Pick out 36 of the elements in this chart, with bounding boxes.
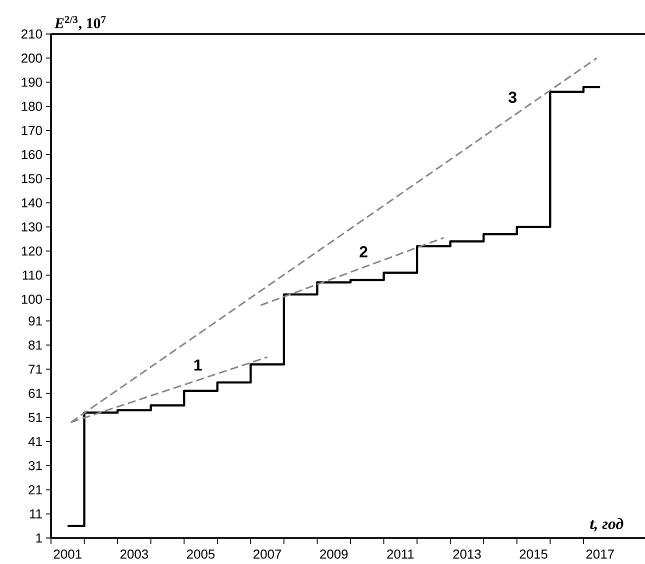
y-tick-label: 11 bbox=[30, 509, 42, 518]
x-tick-label: 2003 bbox=[120, 550, 148, 559]
y-tick-label: 140 bbox=[22, 198, 42, 208]
y-tick-label: 130 bbox=[22, 222, 42, 232]
y-tick-label: 100 bbox=[22, 294, 42, 304]
y-tick-label: 120 bbox=[22, 246, 42, 256]
y-tick-label: 110 bbox=[22, 270, 42, 280]
y-tick-label: 21 bbox=[28, 485, 42, 494]
y-tick-label: 61 bbox=[28, 388, 42, 398]
y-tick-label: 190 bbox=[22, 78, 42, 87]
y-tick-label: 170 bbox=[22, 126, 42, 136]
series-label: 3 bbox=[508, 92, 516, 103]
x-axis-title: t, год bbox=[590, 518, 624, 532]
x-tick-label: 2001 bbox=[54, 550, 82, 559]
y-tick-label: 150 bbox=[22, 174, 42, 184]
x-tick-label: 2015 bbox=[520, 550, 548, 559]
y-tick-label: 71 bbox=[28, 364, 42, 374]
y-tick-label: 31 bbox=[28, 461, 42, 470]
y-axis-title: E$^{2/3}$, 10$^{7}$ bbox=[54, 16, 106, 30]
series-label: 1 bbox=[194, 360, 202, 371]
y-tick-label: 200 bbox=[22, 54, 42, 63]
x-tick-label: 2017 bbox=[586, 550, 614, 559]
y-tick-label: 160 bbox=[22, 150, 42, 160]
x-tick-label: 2005 bbox=[187, 550, 215, 559]
y-tick-label: 51 bbox=[28, 412, 42, 422]
x-tick-label: 2011 bbox=[387, 550, 414, 559]
y-tick-label: 180 bbox=[22, 102, 42, 111]
x-tick-label: 2007 bbox=[254, 550, 282, 559]
y-tick-label: 91 bbox=[28, 316, 42, 326]
y-tick-label: 81 bbox=[28, 340, 42, 350]
x-tick-label: 2009 bbox=[320, 550, 348, 559]
x-tick-label: 2013 bbox=[453, 550, 481, 559]
y-tick-label: 210 bbox=[22, 29, 42, 39]
y-tick-label: 41 bbox=[28, 437, 42, 446]
series-label: 2 bbox=[360, 246, 368, 258]
y-tick-label: 1 bbox=[36, 534, 42, 542]
